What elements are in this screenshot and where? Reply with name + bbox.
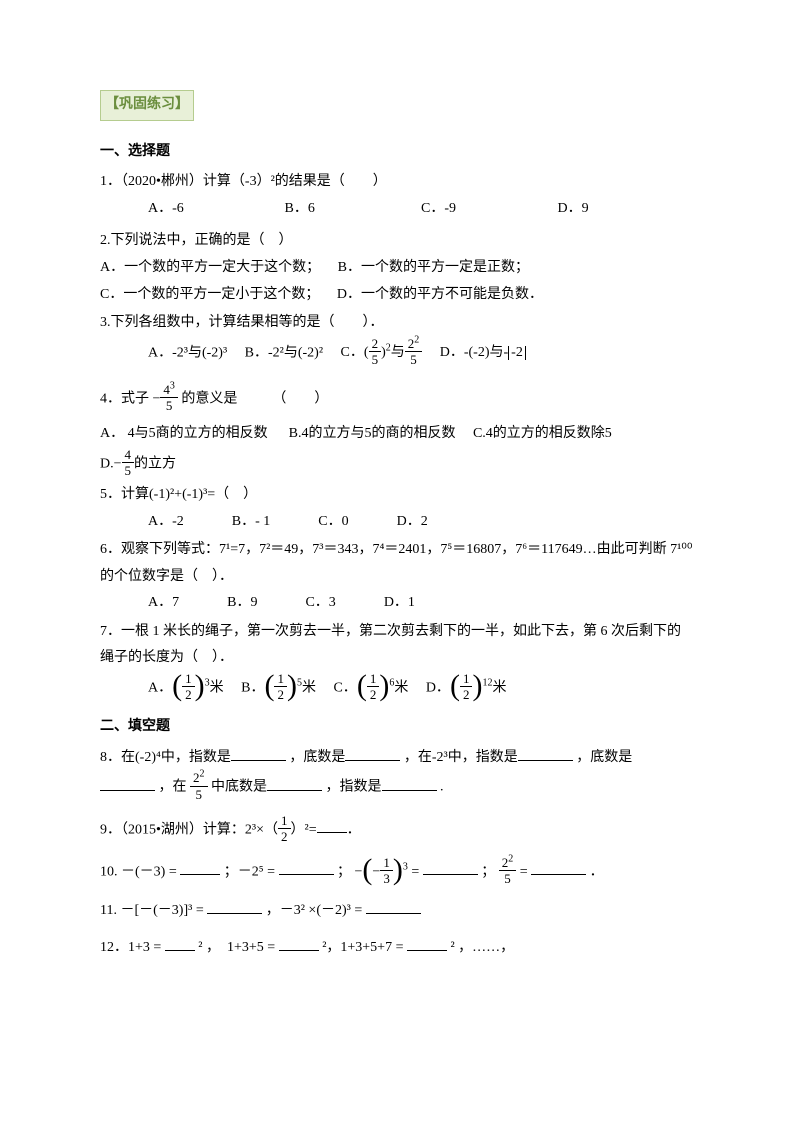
q3-opt-d: D．-(-2)与--2 [440, 345, 526, 360]
question-1: 1．（2020•郴州）计算（-3）²的结果是（ ） [100, 169, 694, 196]
q6-options: A．7 B．9 C．3 D．1 [148, 590, 694, 617]
q3-opt-c: C．(25)2与225 [341, 345, 426, 360]
q4-opt-d: D.−45的立方 [100, 448, 694, 480]
q4-opt-b: B.4的立方与5的商的相反数 [289, 426, 456, 441]
question-12: 12．1+3 = ² ， 1+3+5 = ²，1+3+5+7 = ² ，……， [100, 935, 694, 962]
q5-options: A．-2 B．- 1 C．0 D．2 [148, 509, 694, 536]
q5-opt-b: B．- 1 [232, 509, 271, 536]
q6-opt-b: B．9 [227, 590, 257, 617]
q1-opt-b: B．6 [285, 196, 422, 223]
q1-opt-a: A．-6 [148, 196, 285, 223]
question-9: 9．（2015•湖州）计算：2³×（12）²=． [100, 814, 694, 846]
q2-opt-c: C．一个数的平方一定小于这个数； [100, 287, 319, 302]
header-badge: 【巩固练习】 [100, 90, 194, 121]
question-7: 7．一根 1 米长的绳子，第一次剪去一半，第二次剪去剩下的一半，如此下去，第 6… [100, 619, 694, 672]
question-11: 11. －[－(－3)]³ = ，－3² ×(－2)³ = [100, 898, 694, 925]
q2-opt-d: D．一个数的平方不可能是负数． [337, 287, 543, 302]
q4-opt-c: C.4的立方的相反数除5 [473, 426, 612, 441]
question-2: 2.下列说法中，正确的是（ ） [100, 228, 694, 255]
q5-opt-d: D．2 [397, 509, 428, 536]
q2-opt-b: B．一个数的平方一定是正数； [338, 260, 529, 275]
q6-opt-d: D．1 [384, 590, 415, 617]
q7-options: A．(12)3米 B．(12)5米 C．(12)6米 D．(12)12米 [148, 672, 694, 704]
q1-opt-c: C．-9 [421, 196, 558, 223]
question-5: 5．计算(-1)²+(-1)³=（ ） [100, 482, 694, 509]
section-title-1: 一、选择题 [100, 139, 694, 166]
q3-options: A．-2³与(-2)³ B．-2²与(-2)² C．(25)2与225 D．-(… [148, 337, 694, 369]
question-6: 6．观察下列等式：7¹=7，7²＝49，7³＝343，7⁴＝2401，7⁵＝16… [100, 537, 694, 590]
q5-opt-a: A．-2 [148, 509, 184, 536]
question-4: 4．式子 −435 的意义是 （ ） [100, 383, 694, 415]
q4-options-1: A． 4与5商的立方的相反数 B.4的立方与5的商的相反数 C.4的立方的相反数… [100, 421, 694, 448]
question-8: 8．在(-2)⁴中，指数是 ，底数是 ，在-2³中，指数是 ，底数是 ，在 22… [100, 745, 694, 804]
q5-opt-c: C．0 [318, 509, 348, 536]
q4-pre: 4．式子 [100, 391, 149, 406]
question-3: 3.下列各组数中，计算结果相等的是（ ）． [100, 310, 694, 337]
q1-options: A．-6 B．6 C．-9 D．9 [148, 196, 694, 223]
q3-opt-a: A．-2³与(-2)³ [148, 345, 227, 360]
q2-options: A．一个数的平方一定大于这个数； B．一个数的平方一定是正数； C．一个数的平方… [100, 255, 694, 308]
q1-opt-d: D．9 [558, 196, 695, 223]
q6-opt-c: C．3 [305, 590, 335, 617]
question-10: 10. －(－3) = ；－2⁵ = ； −(−13)3 = ； 225 = ． [100, 856, 694, 888]
q6-opt-a: A．7 [148, 590, 179, 617]
q4-post: 的意义是 （ ） [181, 391, 328, 406]
q4-opt-a: A． 4与5商的立方的相反数 [100, 426, 268, 441]
q2-opt-a: A．一个数的平方一定大于这个数； [100, 260, 320, 275]
q3-opt-b: B．-2²与(-2)² [245, 345, 323, 360]
section-title-2: 二、填空题 [100, 714, 694, 741]
